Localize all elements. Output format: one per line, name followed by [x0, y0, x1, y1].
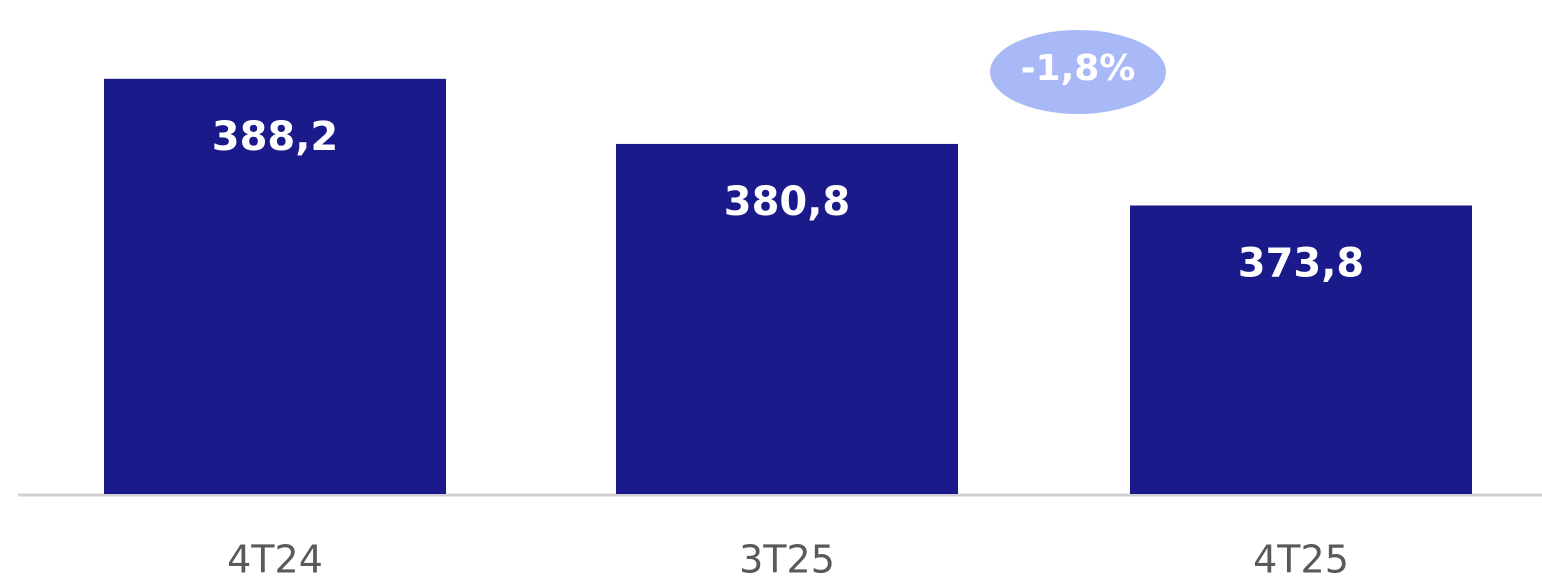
value-label: 380,8	[724, 179, 851, 225]
value-label: 388,2	[212, 114, 339, 160]
value-label: 373,8	[1238, 240, 1365, 286]
bar	[616, 143, 958, 494]
annotation: -1,8%	[1021, 48, 1136, 89]
x-tick-label: 4T24	[227, 538, 323, 582]
x-tick-label: 3T25	[739, 538, 835, 582]
x-tick-label: 4T25	[1253, 538, 1349, 582]
annotation-bubble	[990, 30, 1166, 114]
bar	[104, 78, 446, 495]
bar	[1130, 205, 1472, 494]
